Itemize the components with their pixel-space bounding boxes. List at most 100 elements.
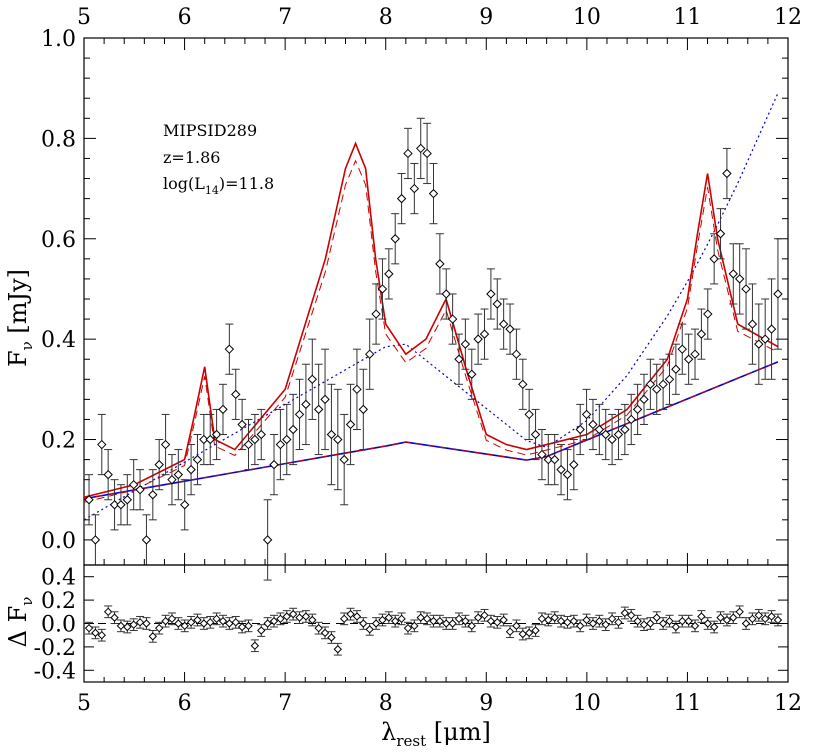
residual-diamond (206, 618, 215, 627)
data-point (473, 313, 483, 365)
data-point (269, 434, 279, 496)
data-point (218, 383, 228, 436)
diamond-marker (569, 459, 579, 470)
data-point (556, 444, 566, 496)
residual-point (397, 612, 406, 626)
residual-diamond (512, 621, 521, 631)
data-point (626, 393, 636, 446)
diamond-marker (601, 429, 611, 440)
data-point (575, 403, 585, 456)
diamond-marker (262, 535, 273, 545)
diamond-marker (441, 289, 451, 299)
x-tick-label-top: 8 (379, 5, 393, 30)
residual-point (212, 612, 221, 626)
diamond-marker (562, 469, 573, 480)
diamond-marker (754, 339, 764, 349)
data-point (384, 248, 394, 300)
data-point (364, 318, 375, 390)
residual-diamond (448, 619, 457, 628)
continuum-curve (83, 361, 779, 500)
residual-point (473, 611, 483, 624)
residual-diamond (544, 615, 553, 625)
residual-diamond (461, 616, 470, 626)
x-tick-label: 11 (673, 691, 701, 716)
data-point (664, 353, 675, 405)
diamond-marker (339, 454, 349, 465)
data-point (250, 413, 260, 466)
residual-diamond (697, 612, 706, 621)
residual-point (607, 612, 617, 626)
source-name: MIPSID289 (163, 121, 257, 140)
x-tick-label: 7 (278, 691, 292, 716)
data-point (192, 434, 203, 486)
residual-diamond (301, 612, 311, 621)
data-point (345, 383, 356, 466)
data-point (116, 484, 126, 526)
data-point (97, 413, 107, 476)
residual-point (658, 617, 668, 630)
residual-point (512, 619, 521, 633)
resid-y-tick-label: 0.4 (41, 566, 76, 591)
data-point (282, 403, 292, 476)
diamond-marker (218, 404, 228, 415)
diamond-marker (683, 354, 694, 364)
y-tick-label: 1.0 (41, 27, 76, 52)
residual-point (378, 613, 387, 627)
x-tick-label-top: 7 (278, 5, 292, 30)
residual-diamond (308, 615, 317, 625)
data-point (652, 363, 662, 415)
data-point (518, 358, 528, 410)
diamond-marker (352, 384, 362, 395)
residual-point (371, 617, 381, 630)
residual-diamond (250, 641, 260, 650)
residual-diamond (582, 615, 591, 625)
diamond-marker (358, 404, 369, 415)
diamond-marker (116, 500, 126, 510)
residual-point (161, 614, 170, 628)
data-point (262, 499, 273, 581)
residual-point (569, 614, 579, 628)
diamond-marker (237, 419, 247, 430)
diamond-marker (588, 419, 598, 430)
data-point (479, 308, 490, 360)
residual-diamond (237, 622, 247, 632)
diamond-marker (409, 183, 420, 194)
data-point (275, 408, 286, 481)
residual-point (301, 610, 311, 623)
y-label-unit: [mJy] (4, 269, 32, 341)
diamond-marker (160, 439, 171, 450)
lum-prefix: log(L (163, 174, 205, 193)
diamond-marker (664, 374, 675, 385)
residual-diamond (601, 620, 610, 629)
x-tick-label-top: 6 (178, 5, 192, 30)
residual-diamond (652, 613, 661, 622)
data-point (620, 403, 630, 456)
data-point (313, 363, 324, 456)
diamond-marker (524, 409, 534, 420)
diamond-marker (498, 319, 509, 329)
data-point (639, 373, 649, 425)
diamond-marker (530, 429, 541, 440)
data-point (148, 469, 158, 521)
diamond-marker (696, 329, 707, 339)
extinction-dotted-curve (83, 92, 779, 521)
diamond-marker (326, 429, 337, 440)
residual-diamond (129, 620, 138, 629)
residual-diamond (422, 614, 432, 624)
residual-diamond (339, 614, 349, 624)
data-point (454, 333, 464, 385)
residual-point (563, 615, 572, 629)
residual-panel (83, 564, 789, 683)
diamond-marker (243, 439, 254, 450)
data-point (416, 117, 426, 180)
data-point (722, 147, 732, 200)
diamond-marker (390, 234, 400, 244)
lum-suffix: )=11.8 (219, 174, 274, 193)
residual-point (148, 630, 158, 643)
residual-diamond (142, 619, 151, 628)
residual-point (346, 607, 355, 621)
data-point (467, 348, 477, 400)
residual-point (639, 618, 649, 632)
residual-point (646, 617, 655, 630)
data-point (109, 479, 120, 531)
